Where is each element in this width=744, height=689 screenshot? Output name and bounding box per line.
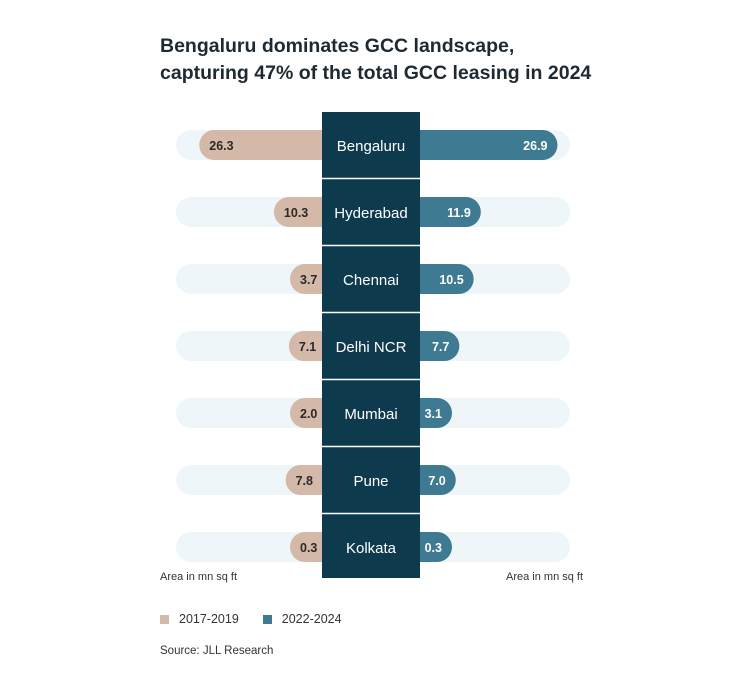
legend: 2017-2019 2022-2024: [160, 612, 366, 626]
bar-2017-2019-bengaluru: [199, 130, 342, 160]
chart-title-line-1: Bengaluru dominates GCC landscape,: [160, 35, 515, 57]
category-label-chennai: Chennai: [343, 272, 399, 289]
value-label-2022-2024-kolkata: 0.3: [425, 541, 442, 555]
source-note: Source: JLL Research: [160, 645, 274, 657]
bar-2022-2024-hyderabad: [400, 197, 481, 227]
value-label-2017-2019-bengaluru: 26.3: [209, 139, 233, 153]
center-column: [322, 112, 420, 578]
category-label-kolkata: Kolkata: [346, 540, 397, 557]
value-label-2022-2024-chennai: 10.5: [439, 273, 463, 287]
legend-swatch-2022-2024: [262, 614, 272, 624]
category-label-bengaluru: Bengaluru: [337, 138, 405, 155]
category-label-delhi-ncr: Delhi NCR: [336, 339, 407, 356]
value-label-2017-2019-mumbai: 2.0: [300, 407, 317, 421]
value-label-2022-2024-bengaluru: 26.9: [523, 139, 547, 153]
left-axis-label: Area in mn sq ft: [160, 571, 238, 583]
value-label-2022-2024-hyderabad: 11.9: [447, 206, 471, 220]
legend-label-2022-2024: 2022-2024: [281, 612, 342, 626]
chart-title-line-2: capturing 47% of the total GCC leasing i…: [160, 62, 592, 84]
category-label-pune: Pune: [353, 473, 388, 490]
value-label-2017-2019-hyderabad: 10.3: [284, 206, 308, 220]
chart-title: Bengaluru dominates GCC landscape, captu…: [160, 33, 720, 87]
right-axis-label: Area in mn sq ft: [506, 571, 584, 583]
legend-item-2017-2019: 2017-2019: [160, 612, 239, 626]
value-label-2017-2019-pune: 7.8: [296, 474, 313, 488]
legend-label-2017-2019: 2017-2019: [179, 612, 239, 626]
value-label-2017-2019-delhi-ncr: 7.1: [299, 340, 316, 354]
category-label-mumbai: Mumbai: [344, 406, 397, 423]
category-label-hyderabad: Hyderabad: [334, 205, 407, 222]
legend-item-2022-2024: 2022-2024: [262, 612, 342, 626]
value-label-2022-2024-delhi-ncr: 7.7: [432, 340, 449, 354]
value-label-2017-2019-kolkata: 0.3: [300, 541, 317, 555]
value-label-2022-2024-mumbai: 3.1: [425, 407, 442, 421]
value-label-2017-2019-chennai: 3.7: [300, 273, 317, 287]
legend-swatch-2017-2019: [160, 614, 169, 624]
value-label-2022-2024-pune: 7.0: [428, 474, 445, 488]
bar-2022-2024-bengaluru: [400, 130, 558, 160]
